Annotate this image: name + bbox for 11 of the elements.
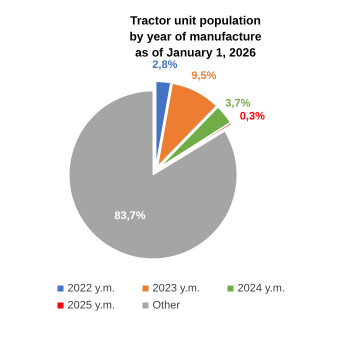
- legend-label: 2022 y.m.: [68, 282, 115, 294]
- chart-title: Tractor unit population by year of manufacture as of January 1, 2026: [129, 14, 262, 60]
- legend-label: Other: [152, 300, 180, 312]
- data-label: 83,7%: [114, 210, 146, 222]
- data-label: 2,8%: [152, 58, 178, 71]
- legend-label: 2023 y.m.: [152, 282, 200, 294]
- legend-label: 2025 y.m.: [68, 300, 115, 312]
- data-label: 0,3%: [240, 110, 266, 122]
- legend-label: 2024 y.m.: [238, 282, 285, 294]
- data-label: 9,5%: [191, 70, 217, 82]
- data-label: 3,7%: [225, 98, 251, 110]
